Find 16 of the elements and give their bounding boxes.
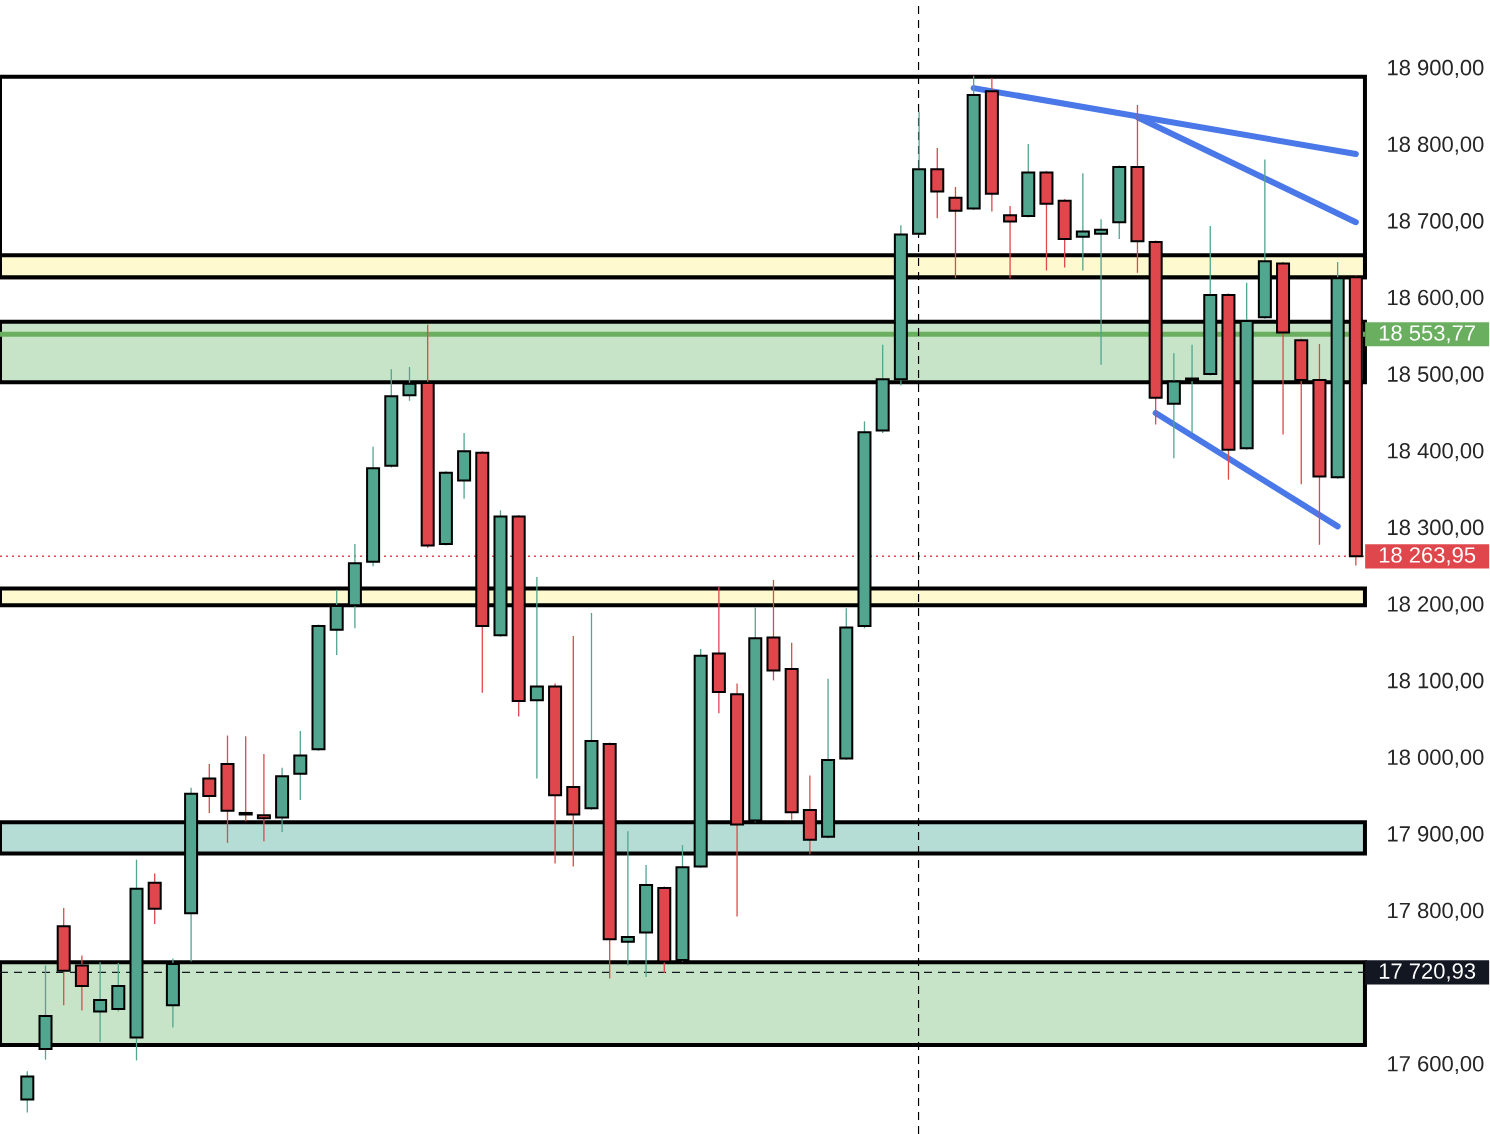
- y-tick-label: 17 600,00: [1388, 1055, 1484, 1075]
- y-tick-label: 18 500,00: [1388, 366, 1484, 385]
- ref-line-label: 17 720,93: [1379, 963, 1476, 982]
- y-tick-label: 17 900,00: [1388, 826, 1484, 845]
- y-tick-label: 18 900,00: [1388, 59, 1484, 79]
- y-tick-label: 18 300,00: [1388, 519, 1484, 538]
- y-tick-label: 18 200,00: [1388, 596, 1484, 615]
- y-tick-label: 18 100,00: [1388, 672, 1484, 692]
- y-tick-label: 18 700,00: [1388, 213, 1484, 232]
- y-tick-label: 18 400,00: [1388, 442, 1484, 462]
- y-tick-label: 18 800,00: [1388, 136, 1484, 155]
- y-tick-label: 18 600,00: [1388, 289, 1484, 308]
- ref-line-label: 18 553,77: [1379, 325, 1475, 344]
- ref-line-label: 18 263,95: [1379, 547, 1476, 566]
- y-tick-label: 17 800,00: [1388, 902, 1484, 921]
- y-tick-label: 18 000,00: [1388, 749, 1484, 768]
